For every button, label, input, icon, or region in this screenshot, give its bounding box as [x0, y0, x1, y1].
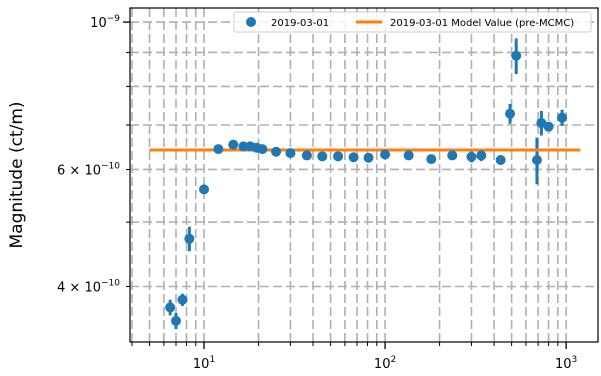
legend: 2019-03-01 2019-03-01 Model Value (pre-M…: [233, 11, 592, 33]
data-point: [531, 155, 542, 166]
legend-box: [233, 11, 592, 33]
y-axis-label: Magnitude (ct/m): [7, 101, 27, 248]
grid-lines: [130, 8, 598, 342]
data-point: [543, 121, 554, 132]
data-point: [301, 150, 312, 161]
axis-ticks: [123, 21, 567, 349]
x-tick-label: 102: [374, 355, 396, 372]
data-point: [317, 151, 328, 162]
y-tick-label: 6 × 10−10: [57, 161, 120, 178]
data-point: [403, 150, 414, 161]
data-point: [271, 146, 282, 157]
data-point: [257, 144, 268, 155]
data-point: [363, 152, 374, 163]
data-point: [476, 150, 487, 161]
legend-label-observed: 2019-03-01: [271, 18, 329, 29]
y-tick-label: 10−9: [90, 14, 120, 31]
data-point: [177, 294, 188, 305]
data-point: [170, 315, 181, 326]
data-point: [505, 108, 516, 119]
data-point: [511, 50, 522, 61]
legend-label-model: 2019-03-01 Model Value (pre-MCMC): [390, 18, 574, 29]
data-point: [333, 151, 344, 162]
data-point: [447, 150, 458, 161]
plot-frame: [129, 7, 599, 343]
data-point: [557, 112, 568, 123]
data-point: [184, 233, 195, 244]
data-point: [426, 154, 437, 165]
data-point: [213, 144, 224, 155]
plot-series: [149, 38, 581, 330]
data-point: [495, 155, 506, 166]
data-point: [348, 152, 359, 163]
data-point: [199, 184, 210, 195]
data-point: [165, 302, 176, 313]
data-point: [466, 151, 477, 162]
x-tick-label: 101: [193, 355, 215, 372]
axis-tick-labels: 101 102 103 4 × 10−10 6 × 10−10 10−9: [57, 14, 577, 372]
data-point: [228, 139, 239, 150]
data-point: [238, 141, 249, 152]
data-point: [285, 148, 296, 159]
data-point: [380, 149, 391, 160]
x-tick-label: 103: [555, 355, 577, 372]
y-tick-label: 4 × 10−10: [57, 278, 120, 295]
legend-marker-observed: [246, 17, 256, 27]
